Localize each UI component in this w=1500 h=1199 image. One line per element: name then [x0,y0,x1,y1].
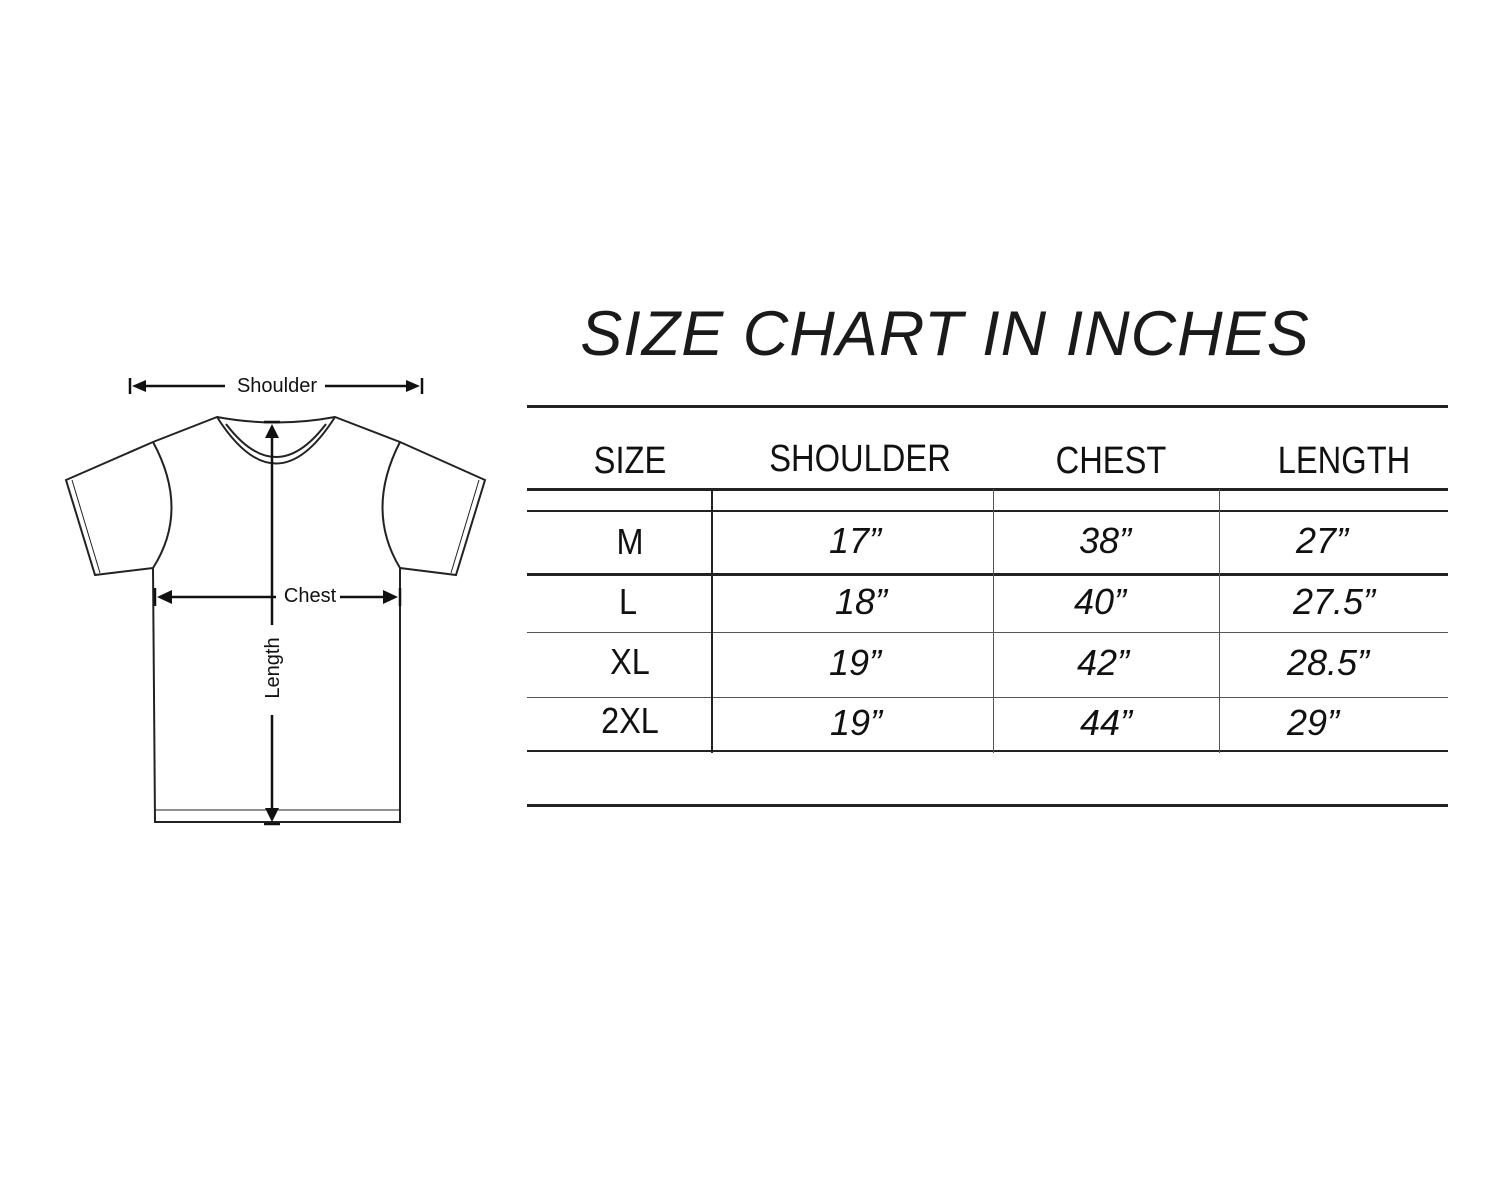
tshirt-collar [216,416,336,465]
header-shoulder: SHOULDER [769,438,951,480]
row-rule [527,697,1448,698]
row-rule [527,510,1448,512]
chest-arrow [153,588,402,606]
column-rule [1219,489,1220,753]
header-size: SIZE [593,440,667,482]
cell-chest: 44” [1079,702,1133,743]
cell-shoulder: 19” [828,642,882,683]
sleeve-hems [71,479,480,574]
left-armhole [152,441,173,569]
right-armhole [381,441,401,569]
row-rule [527,750,1448,752]
tshirt-outline [64,415,487,823]
chart-title: SIZE CHART IN INCHES [580,299,1310,369]
shoulder-label: Shoulder [237,375,317,397]
cell-chest: 38” [1078,520,1132,561]
header-length: LENGTH [1277,440,1411,482]
length-arrow [264,420,280,826]
cell-size: 2XL [601,700,659,741]
row-rule [527,573,1448,576]
cell-length: 28.5” [1286,642,1370,683]
cell-chest: 42” [1076,642,1130,683]
table-top-rule [527,405,1448,408]
cell-shoulder: 17” [828,520,882,561]
header-chest: CHEST [1055,440,1167,482]
header-rule [527,488,1448,491]
row-rule [527,632,1448,633]
cell-shoulder: 18” [834,581,888,622]
table-bottom-rule [527,804,1448,807]
cell-length: 29” [1286,702,1340,743]
tshirt-diagram: Shoulder Chest Length [64,375,487,826]
cell-shoulder: 19” [829,702,883,743]
column-rule [711,489,713,753]
cell-size: M [616,521,644,562]
chest-label: Chest [284,585,337,607]
cell-length: 27.5” [1292,581,1376,622]
cell-length: 27” [1295,520,1349,561]
cell-size: XL [610,641,650,682]
cell-chest: 40” [1073,581,1127,622]
column-rule [993,489,994,753]
shoulder-arrow [128,378,424,394]
cell-size: L [618,581,638,622]
length-label: Length [262,637,284,698]
